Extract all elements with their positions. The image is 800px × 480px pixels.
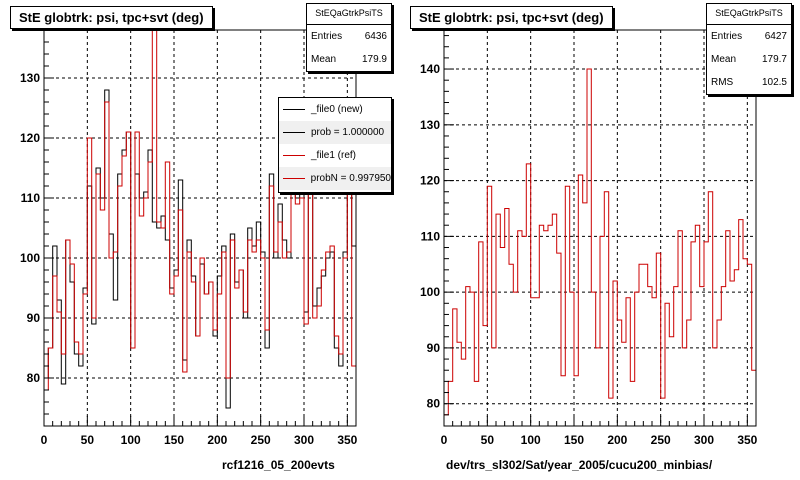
y-tick-label: 130 (420, 118, 440, 132)
left-stats-entries: Entries 6436 (311, 31, 387, 42)
y-tick-label: 100 (420, 285, 440, 299)
x-tick-label: 300 (694, 433, 714, 447)
right-stats-rms: RMS 102.5 (711, 77, 787, 88)
y-tick-label: 110 (21, 191, 41, 205)
legend-swatch-probn (283, 178, 305, 179)
x-tick-label: 50 (81, 433, 95, 447)
x-tick-label: 50 (481, 433, 495, 447)
right-stats-box: StEQaGtrkPsiTS Entries 6427 Mean 179.7 RMS… (706, 3, 792, 95)
left-stats-mean: Mean 179.9 (311, 54, 387, 65)
legend-swatch-file0 (283, 109, 305, 110)
x-tick-label: 0 (41, 433, 48, 447)
x-tick-label: 100 (121, 433, 141, 447)
left-stats-box: StEQaGtrkPsiTS Entries 6436 Mean 179.9 (306, 3, 392, 72)
y-tick-label: 100 (20, 251, 40, 265)
left-stats-title: StEQaGtrkPsiTS (307, 4, 391, 25)
histogram-series-0 (444, 68, 756, 416)
x-tick-label: 150 (164, 433, 184, 447)
x-tick-label: 0 (441, 433, 448, 447)
left-legend: _file0 (new) prob = 1.000000 _file1 (ref… (278, 97, 392, 193)
x-tick-label: 150 (564, 433, 584, 447)
x-tick-label: 350 (337, 433, 357, 447)
right-histogram-panel: 0 50 100 150 200 250 300 350 80 90 100 110 120 130 140 (420, 29, 758, 447)
right-stats-mean: Mean 179.7 (711, 54, 787, 65)
legend-entry-prob: prob = 1.000000 (279, 121, 391, 144)
x-tick-label: 300 (294, 433, 314, 447)
y-tick-label: 90 (27, 311, 41, 325)
x-tick-label: 350 (737, 433, 757, 447)
y-tick-label: 120 (420, 174, 440, 188)
plot-frame (43, 29, 357, 427)
x-tick-label: 250 (251, 433, 271, 447)
right-chart-title: StE globtrk: psi, tpc+svt (deg) (410, 6, 613, 29)
x-tick-label: 100 (521, 433, 541, 447)
x-tick-label: 250 (651, 433, 671, 447)
legend-entry-file0: _file0 (new) (279, 98, 391, 121)
legend-swatch-prob (283, 132, 305, 133)
y-tick-label: 140 (420, 62, 440, 76)
y-tick-label: 90 (427, 341, 441, 355)
y-tick-label: 120 (20, 131, 40, 145)
y-tick-label: 110 (421, 229, 441, 243)
left-chart-title: StE globtrk: psi, tpc+svt (deg) (10, 6, 213, 29)
y-tick-label: 80 (427, 397, 441, 411)
legend-swatch-file1 (283, 155, 305, 156)
x-tick-label: 200 (607, 433, 627, 447)
right-stats-title: StEQaGtrkPsiTS (707, 4, 791, 25)
legend-entry-probn: probN = 0.997950 (279, 167, 391, 190)
x-tick-label: 200 (207, 433, 227, 447)
right-x-axis-label: dev/trs_sl302/Sat/year_2005/cucu200_minb… (446, 458, 713, 472)
left-histogram-panel: 0 50 100 150 200 250 300 350 80 90 100 110 120 130 (20, 29, 358, 447)
left-x-axis-label: rcf1216_05_200evts (222, 458, 335, 472)
legend-entry-file1: _file1 (ref) (279, 144, 391, 167)
histogram-series-1 (44, 29, 356, 391)
y-tick-label: 130 (20, 71, 40, 85)
right-stats-entries: Entries 6427 (711, 31, 787, 42)
y-tick-label: 80 (27, 371, 41, 385)
